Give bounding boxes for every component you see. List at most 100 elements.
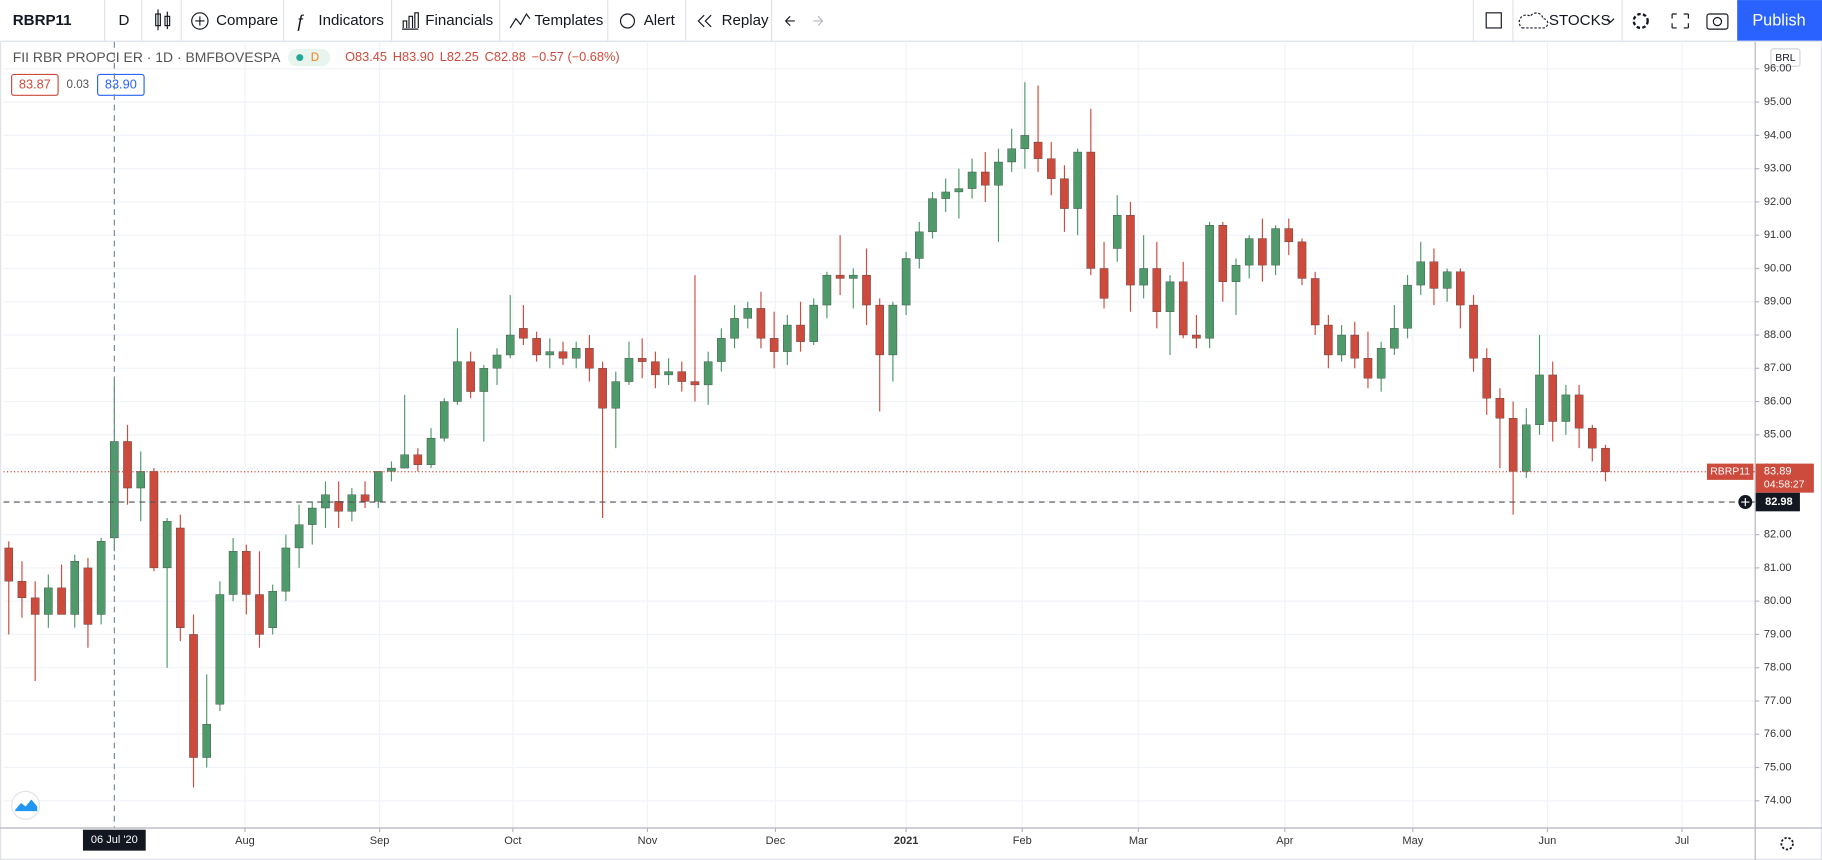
crosshair-date-label: 06 Jul '20 [91, 834, 138, 846]
candle-body [1218, 225, 1228, 282]
replay-button[interactable]: Replay [722, 12, 769, 29]
x-tick-label: Aug [235, 835, 255, 847]
candle-body [1588, 427, 1597, 449]
candle-body [545, 351, 555, 356]
legend-ohlc: O83.45 H83.90 L82.25 C82.88 −0.57 (−0.68%) [345, 50, 620, 65]
interval-button[interactable]: D [119, 12, 130, 29]
compare-icon [195, 16, 205, 26]
candle-body [664, 371, 673, 376]
candle-body [558, 351, 568, 359]
candle-body [466, 361, 475, 392]
replay-icon [697, 14, 712, 28]
ohlc-value: H83.90 [393, 50, 434, 65]
candle-body [624, 358, 634, 382]
symbol-search[interactable]: RBRP11 [13, 12, 72, 29]
candle-body [743, 308, 753, 319]
symbol-label: RBRP11 [1710, 467, 1750, 478]
ask-price: 83.90 [105, 76, 137, 91]
y-tick-label: 96.00 [1764, 63, 1792, 75]
x-tick-label: Dec [766, 835, 786, 847]
x-tick-label: Nov [638, 835, 658, 847]
candle-body [796, 324, 805, 342]
layout-button[interactable] [1485, 12, 1502, 29]
templates-button[interactable]: Templates [535, 12, 604, 29]
candle-body [57, 587, 66, 615]
candle-body [1310, 278, 1320, 326]
last-price-box [1755, 463, 1814, 493]
alert-button[interactable]: Alert [644, 12, 676, 29]
candle-body [176, 527, 185, 628]
candle-body [1020, 135, 1030, 149]
candle-body [835, 274, 845, 279]
candle-body [1060, 178, 1069, 209]
candle-body [413, 454, 423, 465]
y-tick-label: 75.00 [1764, 761, 1792, 773]
y-tick-label: 85.00 [1764, 429, 1792, 441]
candle-body [228, 551, 238, 595]
candle-body [1152, 268, 1162, 312]
candle-body [809, 304, 818, 342]
candle-body [1403, 284, 1412, 329]
settings-button[interactable] [1632, 12, 1649, 30]
redo-button[interactable] [813, 15, 824, 27]
snapshot-icon [1712, 16, 1723, 27]
candle-body [1165, 281, 1175, 312]
candle-body [1007, 148, 1016, 163]
candle-body [1350, 334, 1360, 359]
ohlc-value: L82.25 [440, 50, 479, 65]
candle-body [83, 567, 93, 625]
x-tick-label: Apr [1276, 835, 1293, 847]
candle-body [1139, 268, 1148, 286]
candle-body [1205, 225, 1214, 339]
candle-body [387, 467, 396, 472]
candle-body [1601, 447, 1610, 472]
chart-type-button[interactable] [155, 9, 171, 31]
candle-body [637, 358, 647, 362]
y-tick-label: 87.00 [1764, 362, 1792, 374]
snapshot-button[interactable] [1706, 13, 1729, 30]
currency-box[interactable] [1770, 48, 1801, 67]
x-tick-label: May [1402, 835, 1423, 847]
candle-body [1073, 151, 1082, 209]
candle-body [585, 348, 594, 369]
candle-body [651, 361, 660, 376]
publish-button[interactable] [1737, 0, 1822, 41]
candle-body [1442, 271, 1452, 289]
watchlist-button[interactable]: STOCKS [1549, 12, 1611, 29]
candle-body [1046, 158, 1056, 179]
candle-body [347, 494, 357, 512]
candle-body [1561, 394, 1571, 422]
y-tick-label: 79.00 [1764, 628, 1792, 640]
market-status [296, 54, 304, 62]
y-tick-label: 76.00 [1764, 728, 1792, 740]
fullscreen-button[interactable] [1671, 13, 1689, 29]
candle-body [1244, 238, 1254, 266]
candle-body [730, 318, 739, 339]
candle-body [268, 591, 277, 628]
candle-body [360, 494, 370, 502]
candle-body [1508, 418, 1518, 472]
y-tick-label: 74.00 [1764, 795, 1792, 807]
candle-body [1337, 334, 1346, 356]
undo-button[interactable] [785, 15, 795, 27]
candle-body [1376, 348, 1386, 379]
y-tick-label: 91.00 [1764, 229, 1792, 241]
compare-button[interactable]: Compare [216, 12, 278, 29]
y-tick-label: 92.00 [1764, 196, 1792, 208]
candle-body [308, 507, 317, 525]
templates-icon [509, 12, 531, 29]
financials-button[interactable]: Financials [425, 12, 493, 29]
logo[interactable] [11, 790, 41, 820]
candle-body [1258, 238, 1267, 266]
candle-body [1192, 334, 1201, 339]
y-tick-label: 89.00 [1764, 296, 1792, 308]
publish-label: Publish [1752, 11, 1805, 29]
candle-body [611, 381, 621, 409]
indicators-button[interactable]: Indicators [318, 12, 383, 29]
logo-icon [15, 799, 38, 812]
candle-body [849, 274, 858, 279]
axis-settings-button[interactable] [1780, 836, 1794, 851]
candle-body [1482, 358, 1491, 399]
dropdown-arrow [1606, 18, 1615, 23]
